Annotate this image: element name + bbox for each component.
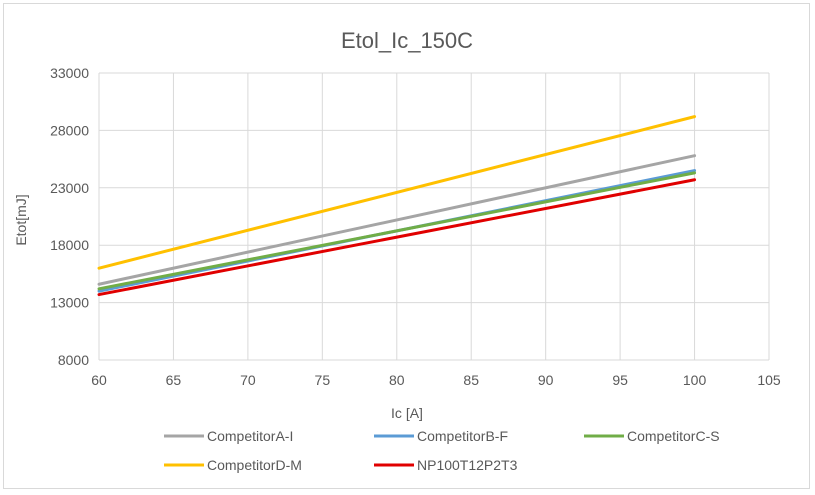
series-line-competitord-m: [97, 115, 697, 270]
legend-item: CompetitorD-M: [164, 457, 302, 473]
legend-label: CompetitorA-I: [207, 428, 293, 444]
x-tick-label: 70: [240, 372, 256, 388]
x-tick-label: 75: [315, 372, 331, 388]
chart-frame: Etol_Ic_150C 8000 13000 18000 23000 28000 330…: [3, 3, 810, 489]
legend-item: CompetitorC-S: [584, 428, 720, 444]
line-chart: Etol_Ic_150C 8000 13000 18000 23000 28000 330…: [13, 28, 781, 473]
x-tick-label: 80: [389, 372, 405, 388]
y-tick-label: 33000: [50, 65, 89, 81]
legend: CompetitorA-I CompetitorB-F CompetitorC-S C…: [164, 428, 720, 473]
legend-label: CompetitorB-F: [417, 428, 508, 444]
x-tick-label: 100: [683, 372, 707, 388]
series-line-competitorc-s: [97, 171, 697, 291]
x-tick-label: 85: [463, 372, 479, 388]
legend-item: NP100T12P2T3: [374, 457, 518, 473]
series-line-competitora-i: [97, 154, 697, 286]
series-lines: [97, 115, 697, 297]
y-tick-label: 23000: [50, 180, 89, 196]
gridlines: [98, 72, 770, 361]
y-axis-label: Etot[mJ]: [13, 194, 29, 245]
x-axis-label: Ic [A]: [391, 405, 423, 421]
legend-item: CompetitorB-F: [374, 428, 508, 444]
x-tick-label: 95: [612, 372, 628, 388]
legend-item: CompetitorA-I: [164, 428, 293, 444]
y-tick-labels: 8000 13000 18000 23000 28000 33000: [50, 65, 89, 368]
legend-label: CompetitorD-M: [207, 457, 302, 473]
x-tick-labels: 60 65 70 75 80 85 90 95 100 105: [91, 372, 781, 388]
legend-label: CompetitorC-S: [627, 428, 720, 444]
series-line-np100t12p2t3: [97, 178, 697, 297]
x-tick-label: 65: [166, 372, 182, 388]
x-tick-label: 60: [91, 372, 107, 388]
y-tick-label: 28000: [50, 122, 89, 138]
x-tick-label: 90: [538, 372, 554, 388]
legend-label: NP100T12P2T3: [417, 457, 518, 473]
y-tick-label: 18000: [50, 237, 89, 253]
y-tick-label: 13000: [50, 295, 89, 311]
chart-title: Etol_Ic_150C: [341, 28, 473, 53]
x-tick-label: 105: [757, 372, 781, 388]
y-tick-label: 8000: [58, 352, 89, 368]
